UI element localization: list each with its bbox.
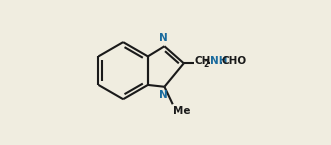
Text: Me: Me: [173, 106, 191, 116]
Text: N: N: [159, 90, 168, 100]
Text: NH: NH: [210, 56, 227, 66]
Text: CH: CH: [194, 56, 211, 66]
Text: CHO: CHO: [222, 56, 247, 66]
Text: N: N: [159, 33, 168, 43]
Text: 2: 2: [204, 60, 209, 69]
